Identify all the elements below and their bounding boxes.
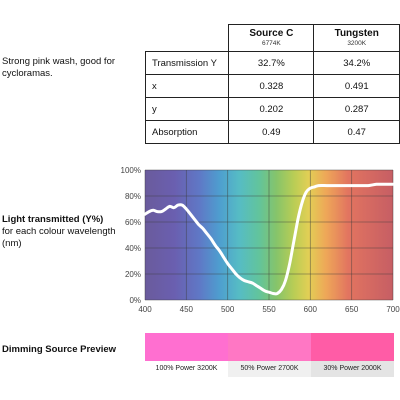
cell-value: 0.328 <box>228 74 315 98</box>
dimming-swatches: 100% Power 3200K 50% Power 2700K 30% Pow… <box>145 333 394 377</box>
y-tick-label: 0% <box>129 296 141 305</box>
source-kelvin: 6774K <box>261 40 281 47</box>
cell-value: 32.7% <box>228 51 315 75</box>
y-tick-label: 100% <box>121 166 141 175</box>
table-row: y 0.202 0.287 <box>144 97 400 121</box>
y-tick-label: 60% <box>125 218 141 227</box>
filter-description: Strong pink wash, good for cycloramas. <box>2 56 116 79</box>
x-tick-label: 500 <box>221 305 235 314</box>
swatch-100-power: 100% Power 3200K <box>145 333 228 377</box>
source-name: Tungsten <box>334 28 379 39</box>
row-label: Absorption <box>144 120 230 144</box>
table-header-row: Source C 6774K Tungsten 3200K <box>146 24 400 52</box>
table-corner <box>146 25 229 52</box>
dimming-title: Dimming Source Preview <box>2 344 117 355</box>
swatch-color <box>228 333 311 361</box>
x-tick-label: 650 <box>345 305 359 314</box>
y-axis: 0% 20% 40% 60% 80% 100% <box>121 166 141 305</box>
swatch-caption: 100% Power 3200K <box>145 361 228 377</box>
x-tick-label: 400 <box>138 305 152 314</box>
chart-grid <box>144 169 394 301</box>
swatch-30-power: 30% Power 2000K <box>311 333 394 377</box>
cell-value: 0.287 <box>313 97 400 121</box>
swatch-50-power: 50% Power 2700K <box>228 333 311 377</box>
cell-value: 0.491 <box>313 74 400 98</box>
transmission-table: Source C 6774K Tungsten 3200K Transmissi… <box>144 24 400 144</box>
transmission-chart: 0% 20% 40% 60% 80% 100% 400 450 500 550 600 650 700 <box>121 166 400 314</box>
cell-value: 0.47 <box>313 120 400 144</box>
swatch-color <box>311 333 394 361</box>
table-row: x 0.328 0.491 <box>144 74 400 98</box>
row-label: y <box>144 97 230 121</box>
y-tick-label: 40% <box>125 244 141 253</box>
x-tick-label: 600 <box>304 305 318 314</box>
cell-value: 34.2% <box>313 51 400 75</box>
x-tick-label: 700 <box>386 305 400 314</box>
chart-caption: Light transmitted (Y%) for each colour w… <box>2 214 137 250</box>
y-tick-label: 20% <box>125 270 141 279</box>
source-name: Source C <box>249 28 294 39</box>
source-kelvin: 3200K <box>347 40 367 47</box>
y-tick-label: 80% <box>125 192 141 201</box>
chart-caption-title: Light transmitted (Y%) <box>2 214 104 225</box>
swatch-caption: 30% Power 2000K <box>311 361 394 377</box>
source-c-header: Source C 6774K <box>228 24 315 52</box>
cell-value: 0.49 <box>228 120 315 144</box>
x-axis: 400 450 500 550 600 650 700 <box>138 305 400 314</box>
x-tick-label: 550 <box>262 305 276 314</box>
table-row: Absorption 0.49 0.47 <box>144 120 400 144</box>
tungsten-header: Tungsten 3200K <box>313 24 400 52</box>
swatch-caption: 50% Power 2700K <box>228 361 311 377</box>
row-label: x <box>144 74 230 98</box>
chart-caption-subtitle: for each colour wavelength (nm) <box>2 226 116 249</box>
transmission-line <box>143 182 395 296</box>
swatch-color <box>145 333 228 361</box>
row-label: Transmission Y <box>144 51 230 75</box>
table-row: Transmission Y 32.7% 34.2% <box>144 51 400 75</box>
cell-value: 0.202 <box>228 97 315 121</box>
x-tick-label: 450 <box>180 305 194 314</box>
